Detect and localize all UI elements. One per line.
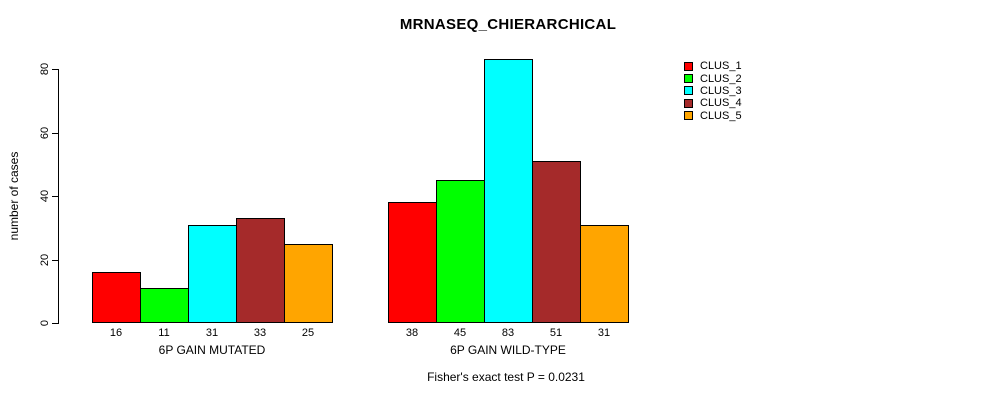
- x-axis-group-label: 6P GAIN MUTATED: [158, 343, 266, 357]
- legend-item-label: CLUS_4: [700, 97, 742, 110]
- legend-item-clus_3: CLUS_3: [684, 85, 742, 97]
- y-axis-title: number of cases: [7, 151, 21, 241]
- y-axis-tick-label: 80: [39, 62, 51, 76]
- legend-item-label: CLUS_5: [700, 109, 742, 122]
- bar-clus_1-group1: [92, 272, 141, 323]
- bar-value-label: 33: [253, 327, 267, 339]
- y-axis-tick-label: 0: [39, 319, 51, 327]
- bar-value-label: 25: [301, 327, 315, 339]
- y-axis-tick: [52, 132, 58, 134]
- bar-value-label: 31: [597, 327, 611, 339]
- y-axis-tick: [52, 323, 58, 324]
- bar-value-label: 31: [205, 327, 219, 339]
- legend-item-label: CLUS_1: [700, 60, 742, 73]
- legend-color-swatch: [684, 98, 693, 108]
- legend-color-swatch: [684, 61, 693, 71]
- bar-clus_1-group2: [388, 202, 437, 323]
- y-axis-tick-label: 20: [39, 253, 51, 266]
- y-axis-tick: [52, 69, 58, 70]
- bar-clus_4-group2: [532, 161, 581, 323]
- legend-item-clus_2: CLUS_2: [684, 72, 742, 85]
- y-axis-line: [58, 69, 59, 324]
- legend-item-clus_1: CLUS_1: [684, 60, 742, 72]
- bar-value-label: 38: [405, 327, 419, 339]
- chart-title: MRNASEQ_CHIERARCHICAL: [399, 16, 617, 33]
- legend-item-label: CLUS_2: [700, 72, 742, 85]
- legend: CLUS_1 CLUS_2 CLUS_3 CLUS_4 CLUS_5: [684, 60, 742, 122]
- bar-value-label: 83: [501, 327, 515, 339]
- legend-color-swatch: [684, 74, 693, 84]
- bar-value-label: 16: [109, 327, 123, 339]
- legend-color-swatch: [684, 111, 693, 121]
- bar-clus_2-group1: [140, 288, 189, 323]
- bar-clus_3-group1: [188, 225, 237, 323]
- legend-item-clus_4: CLUS_4: [684, 97, 742, 109]
- bar-clus_3-group2: [484, 59, 533, 323]
- bar-clus_5-group2: [580, 225, 629, 323]
- legend-item-label: CLUS_3: [700, 84, 742, 97]
- x-axis-group-label: 6P GAIN WILD-TYPE: [450, 343, 566, 357]
- y-axis-tick-label: 60: [39, 126, 51, 139]
- legend-color-swatch: [684, 86, 693, 96]
- y-axis-tick-label: 40: [39, 189, 51, 203]
- bar-clus_5-group1: [284, 244, 333, 323]
- bar-value-label: 45: [453, 327, 467, 339]
- bar-clus_4-group1: [236, 218, 285, 323]
- legend-item-clus_5: CLUS_5: [684, 110, 742, 122]
- stat-test-caption: Fisher's exact test P = 0.0231: [427, 370, 585, 384]
- bar-clus_2-group2: [436, 180, 485, 323]
- bar-value-label: 11: [158, 327, 170, 339]
- bar-value-label: 51: [549, 327, 563, 339]
- y-axis-tick: [52, 196, 58, 197]
- y-axis-tick: [52, 259, 58, 261]
